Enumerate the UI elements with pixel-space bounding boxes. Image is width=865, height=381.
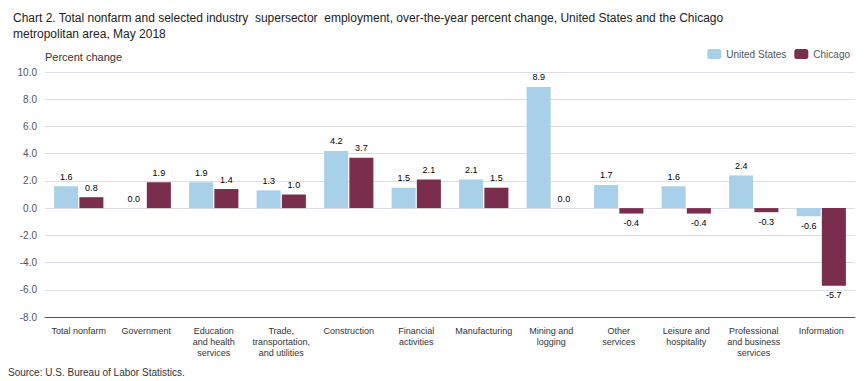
svg-text:hospitality: hospitality — [666, 337, 707, 347]
svg-text:and business: and business — [727, 337, 781, 347]
svg-text:Manufacturing: Manufacturing — [455, 326, 512, 336]
svg-text:0.0: 0.0 — [23, 203, 37, 214]
svg-text:1.5: 1.5 — [397, 173, 410, 183]
svg-text:1.5: 1.5 — [490, 173, 503, 183]
svg-text:Professional: Professional — [729, 326, 779, 336]
svg-text:logging: logging — [537, 337, 566, 347]
svg-text:transportation,: transportation, — [252, 337, 310, 347]
svg-text:6.0: 6.0 — [23, 121, 37, 132]
svg-text:8.9: 8.9 — [532, 72, 545, 82]
svg-text:Mining and: Mining and — [529, 326, 573, 336]
svg-text:services: services — [737, 348, 771, 358]
svg-text:services: services — [197, 348, 231, 358]
svg-text:1.3: 1.3 — [262, 176, 275, 186]
svg-text:Total nonfarm: Total nonfarm — [51, 326, 106, 336]
svg-text:-0.3: -0.3 — [759, 217, 775, 227]
svg-text:Other: Other — [607, 326, 630, 336]
svg-text:2.1: 2.1 — [423, 165, 436, 175]
svg-text:-0.4: -0.4 — [691, 218, 707, 228]
svg-text:and utilities: and utilities — [259, 348, 305, 358]
svg-text:1.6: 1.6 — [667, 172, 680, 182]
svg-text:8.0: 8.0 — [23, 94, 37, 105]
svg-text:Percent change: Percent change — [45, 51, 122, 63]
svg-text:-0.6: -0.6 — [801, 221, 817, 231]
svg-text:1.7: 1.7 — [600, 170, 613, 180]
svg-text:-4.0: -4.0 — [20, 257, 38, 268]
svg-text:-6.0: -6.0 — [20, 284, 38, 295]
svg-text:2.0: 2.0 — [23, 175, 37, 186]
svg-text:-5.7: -5.7 — [826, 290, 842, 300]
svg-text:0.0: 0.0 — [558, 194, 571, 204]
svg-text:2.4: 2.4 — [735, 161, 748, 171]
svg-text:Chart 2. Total nonfarm and sel: Chart 2. Total nonfarm and selected indu… — [13, 11, 723, 25]
svg-text:0.8: 0.8 — [85, 183, 98, 193]
svg-text:activities: activities — [399, 337, 434, 347]
svg-text:-2.0: -2.0 — [20, 230, 38, 241]
svg-text:Trade,: Trade, — [268, 326, 294, 336]
svg-text:Chicago: Chicago — [813, 49, 850, 60]
svg-text:services: services — [602, 337, 636, 347]
svg-text:0.0: 0.0 — [127, 194, 140, 204]
svg-text:United States: United States — [726, 49, 786, 60]
svg-text:2.1: 2.1 — [465, 165, 478, 175]
svg-text:-0.4: -0.4 — [624, 218, 640, 228]
svg-text:3.7: 3.7 — [355, 143, 368, 153]
svg-text:1.9: 1.9 — [195, 168, 208, 178]
svg-text:Leisure and: Leisure and — [663, 326, 710, 336]
svg-text:4.0: 4.0 — [23, 148, 37, 159]
svg-text:1.4: 1.4 — [220, 175, 233, 185]
svg-text:1.6: 1.6 — [60, 172, 73, 182]
svg-text:Information: Information — [799, 326, 844, 336]
svg-text:10.0: 10.0 — [18, 67, 38, 78]
svg-text:Government: Government — [121, 326, 171, 336]
svg-text:Source: U.S. Bureau of Labor S: Source: U.S. Bureau of Labor Statistics. — [8, 367, 185, 378]
svg-text:Financial: Financial — [398, 326, 434, 336]
svg-text:4.2: 4.2 — [330, 136, 343, 146]
svg-text:1.9: 1.9 — [153, 168, 166, 178]
svg-text:and health: and health — [193, 337, 235, 347]
svg-text:1.0: 1.0 — [288, 180, 301, 190]
svg-text:-8.0: -8.0 — [20, 312, 38, 323]
svg-text:Education: Education — [194, 326, 234, 336]
svg-text:Construction: Construction — [323, 326, 374, 336]
svg-text:metropolitan area, May 2018: metropolitan area, May 2018 — [13, 27, 166, 41]
